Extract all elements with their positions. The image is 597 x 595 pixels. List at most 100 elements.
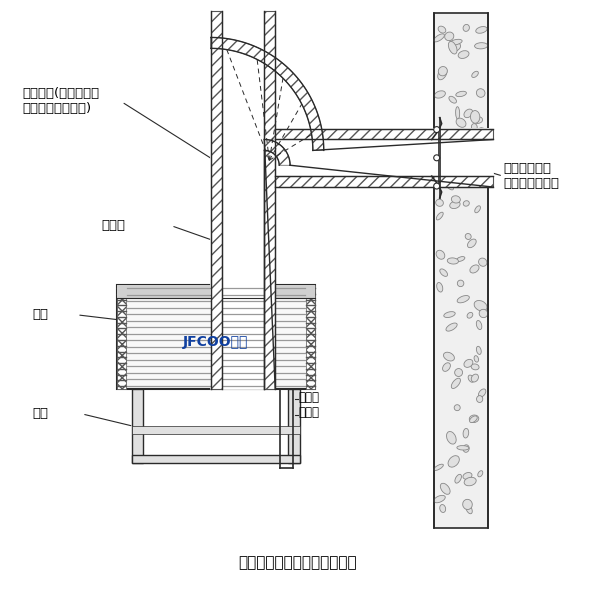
- Ellipse shape: [433, 34, 444, 42]
- Bar: [264, 11, 275, 389]
- Ellipse shape: [479, 258, 487, 267]
- Ellipse shape: [451, 378, 460, 389]
- Circle shape: [434, 183, 439, 189]
- Ellipse shape: [458, 161, 469, 167]
- Text: JFCOO佳荃: JFCOO佳荃: [183, 336, 248, 349]
- Ellipse shape: [438, 68, 447, 80]
- Ellipse shape: [476, 27, 487, 33]
- Ellipse shape: [472, 124, 477, 130]
- Bar: [275, 176, 493, 187]
- Text: 670: 670: [233, 279, 253, 289]
- Ellipse shape: [463, 445, 469, 452]
- Ellipse shape: [458, 133, 466, 140]
- Circle shape: [434, 155, 439, 161]
- Bar: [131, 426, 300, 434]
- Ellipse shape: [463, 201, 469, 206]
- Text: 加强筋: 加强筋: [102, 219, 126, 232]
- Bar: [116, 285, 315, 298]
- Ellipse shape: [474, 300, 487, 311]
- Ellipse shape: [464, 109, 473, 118]
- Ellipse shape: [472, 71, 478, 77]
- Ellipse shape: [476, 346, 481, 355]
- Ellipse shape: [447, 431, 456, 444]
- Ellipse shape: [471, 364, 479, 370]
- Ellipse shape: [436, 283, 443, 292]
- Ellipse shape: [435, 91, 445, 98]
- Ellipse shape: [433, 496, 445, 503]
- Ellipse shape: [456, 91, 466, 96]
- Ellipse shape: [440, 505, 445, 512]
- Ellipse shape: [474, 356, 479, 362]
- Ellipse shape: [433, 464, 444, 471]
- Text: 排水管: 排水管: [298, 406, 319, 419]
- Ellipse shape: [451, 196, 460, 203]
- Bar: [275, 129, 493, 139]
- Ellipse shape: [440, 269, 448, 277]
- Ellipse shape: [456, 118, 466, 127]
- Text: 进水管: 进水管: [298, 391, 319, 404]
- Ellipse shape: [468, 168, 476, 178]
- Ellipse shape: [436, 212, 443, 220]
- Ellipse shape: [470, 416, 477, 422]
- Ellipse shape: [478, 389, 486, 397]
- Ellipse shape: [470, 265, 479, 273]
- Ellipse shape: [475, 206, 481, 213]
- Text: 主机: 主机: [32, 308, 48, 321]
- Ellipse shape: [471, 374, 478, 382]
- Ellipse shape: [457, 280, 464, 287]
- Bar: [288, 389, 300, 464]
- Ellipse shape: [455, 474, 461, 483]
- Text: 80: 80: [441, 152, 450, 163]
- Ellipse shape: [436, 250, 445, 259]
- Ellipse shape: [444, 352, 454, 361]
- Ellipse shape: [441, 483, 450, 494]
- Ellipse shape: [450, 201, 460, 209]
- Ellipse shape: [447, 258, 458, 264]
- Ellipse shape: [439, 168, 448, 178]
- Ellipse shape: [463, 24, 469, 32]
- Bar: [434, 12, 488, 528]
- Ellipse shape: [448, 456, 459, 467]
- Ellipse shape: [445, 180, 454, 190]
- Ellipse shape: [439, 160, 448, 170]
- Ellipse shape: [442, 363, 450, 371]
- Ellipse shape: [467, 239, 476, 248]
- Bar: [116, 285, 315, 389]
- Text: 上出风机型安装示意图（二）: 上出风机型安装示意图（二）: [239, 555, 358, 570]
- Ellipse shape: [450, 43, 461, 52]
- Polygon shape: [264, 139, 290, 165]
- Bar: [275, 139, 493, 176]
- Ellipse shape: [464, 477, 476, 486]
- Ellipse shape: [454, 405, 460, 411]
- Ellipse shape: [458, 51, 469, 58]
- Ellipse shape: [452, 140, 457, 145]
- Ellipse shape: [463, 499, 472, 509]
- Ellipse shape: [448, 151, 457, 162]
- Ellipse shape: [464, 359, 473, 367]
- Ellipse shape: [463, 428, 469, 438]
- Ellipse shape: [463, 472, 472, 480]
- Bar: [131, 389, 143, 464]
- Ellipse shape: [478, 471, 483, 477]
- Ellipse shape: [469, 133, 474, 139]
- Text: 支架: 支架: [32, 408, 48, 421]
- Ellipse shape: [466, 505, 472, 513]
- Ellipse shape: [444, 312, 455, 318]
- Ellipse shape: [478, 128, 487, 140]
- Ellipse shape: [475, 43, 488, 49]
- Ellipse shape: [439, 138, 450, 143]
- Ellipse shape: [479, 309, 488, 318]
- Ellipse shape: [473, 117, 482, 123]
- Bar: [306, 285, 315, 389]
- Text: 送风弯管(曲率半径要
大于风管直径二倍): 送风弯管(曲率半径要 大于风管直径二倍): [23, 87, 100, 115]
- Ellipse shape: [457, 446, 469, 450]
- Ellipse shape: [449, 96, 457, 103]
- Circle shape: [434, 127, 439, 133]
- Ellipse shape: [446, 323, 457, 331]
- Text: 室内可接风管
及各种可调风咀: 室内可接风管 及各种可调风咀: [503, 162, 559, 190]
- Ellipse shape: [476, 321, 482, 330]
- Ellipse shape: [455, 368, 463, 377]
- Polygon shape: [211, 37, 324, 151]
- Ellipse shape: [438, 67, 447, 76]
- Ellipse shape: [465, 233, 471, 239]
